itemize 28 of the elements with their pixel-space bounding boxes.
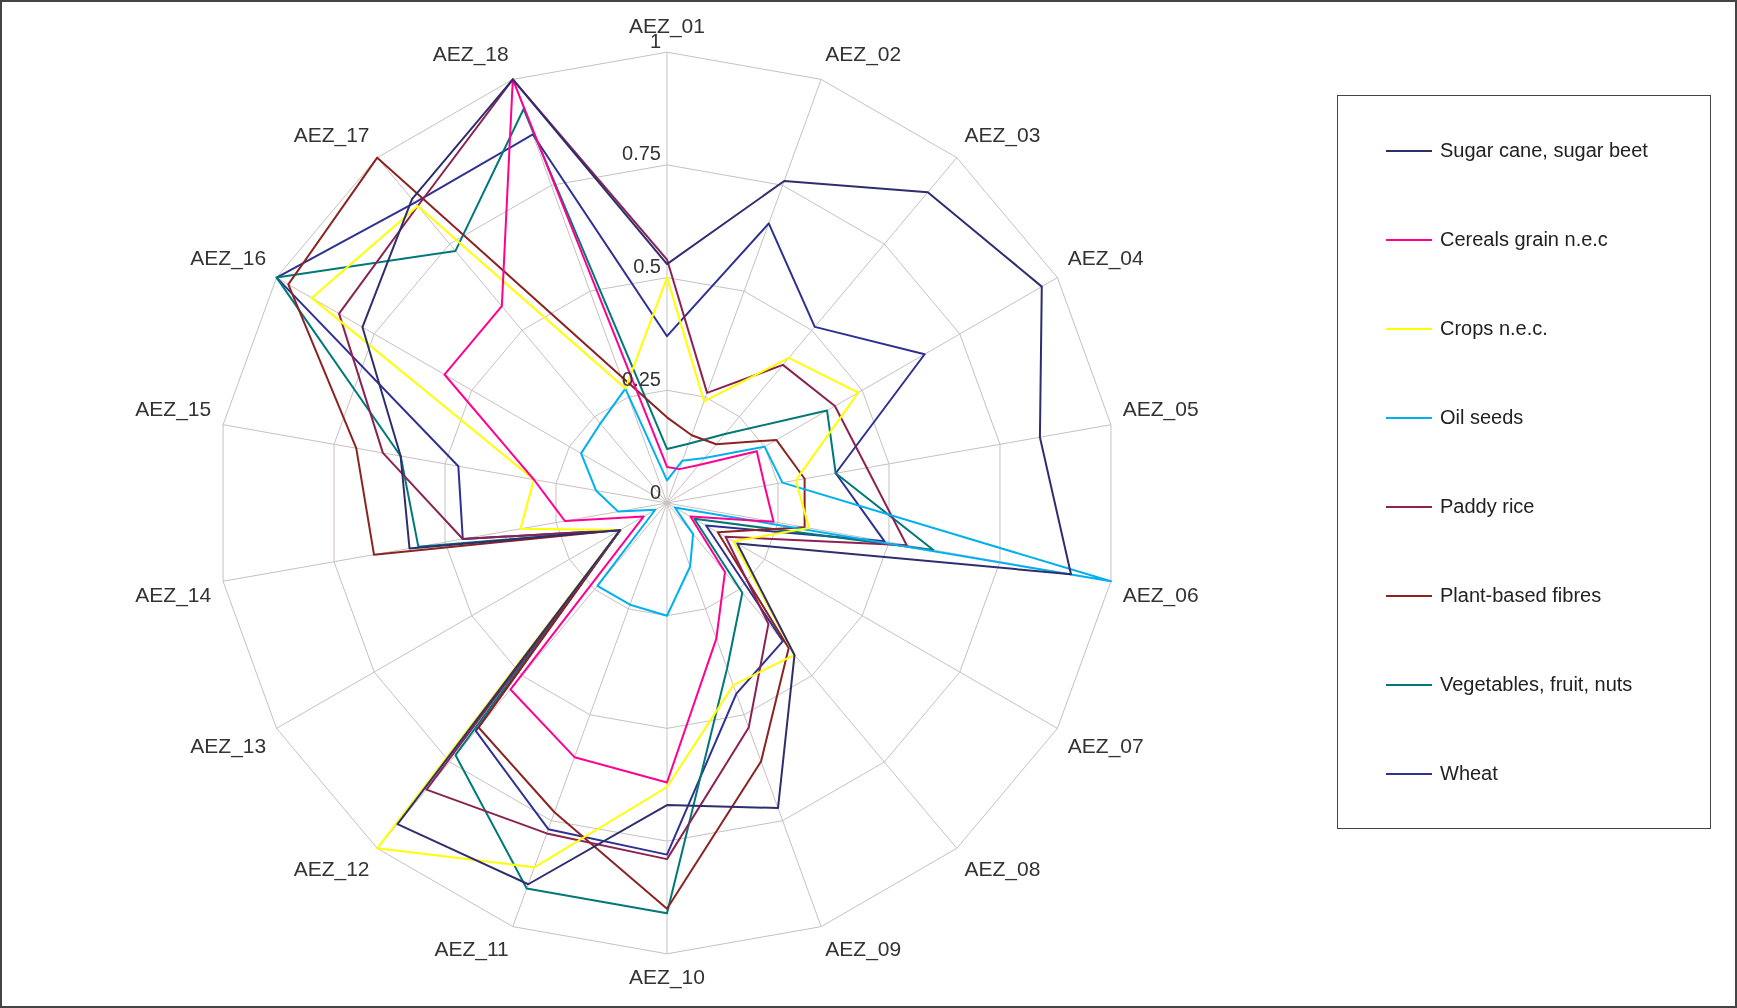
y-tick-label: 0: [649, 480, 661, 503]
legend-label: Cereals grain n.e.c: [1440, 228, 1608, 251]
spoke-label: AEZ_17: [293, 122, 370, 147]
y-tick-label: 0.5: [633, 255, 661, 278]
spoke-label: AEZ_04: [1067, 245, 1144, 270]
spoke-label: AEZ_13: [190, 733, 267, 758]
legend-label: Oil seeds: [1440, 406, 1524, 429]
spoke-label: AEZ_08: [964, 856, 1041, 881]
spoke-label: AEZ_10: [629, 965, 705, 990]
legend-label: Wheat: [1440, 762, 1498, 785]
spoke-label: AEZ_16: [190, 245, 267, 270]
spoke-label: AEZ_05: [1122, 396, 1199, 421]
spoke-label: AEZ_11: [434, 937, 509, 962]
legend-label: Paddy rice: [1440, 495, 1535, 518]
y-tick-label: 0.75: [622, 142, 661, 165]
spoke-label: AEZ_14: [135, 582, 212, 607]
spoke-label: AEZ_15: [135, 396, 212, 421]
spoke-label: AEZ_06: [1122, 582, 1199, 607]
legend-label: Plant-based fibres: [1440, 584, 1602, 607]
spoke-label: AEZ_07: [1067, 733, 1144, 758]
legend-label: Vegetables, fruit, nuts: [1440, 673, 1633, 696]
spoke-label: AEZ_18: [432, 42, 509, 67]
spoke-label: AEZ_09: [825, 937, 902, 962]
spoke-label: AEZ_03: [964, 122, 1041, 147]
legend-label: Crops n.e.c.: [1440, 317, 1548, 340]
legend-label: Sugar cane, sugar beet: [1440, 139, 1648, 162]
spoke-label: AEZ_02: [825, 42, 902, 67]
spoke-label: AEZ_12: [293, 856, 370, 881]
